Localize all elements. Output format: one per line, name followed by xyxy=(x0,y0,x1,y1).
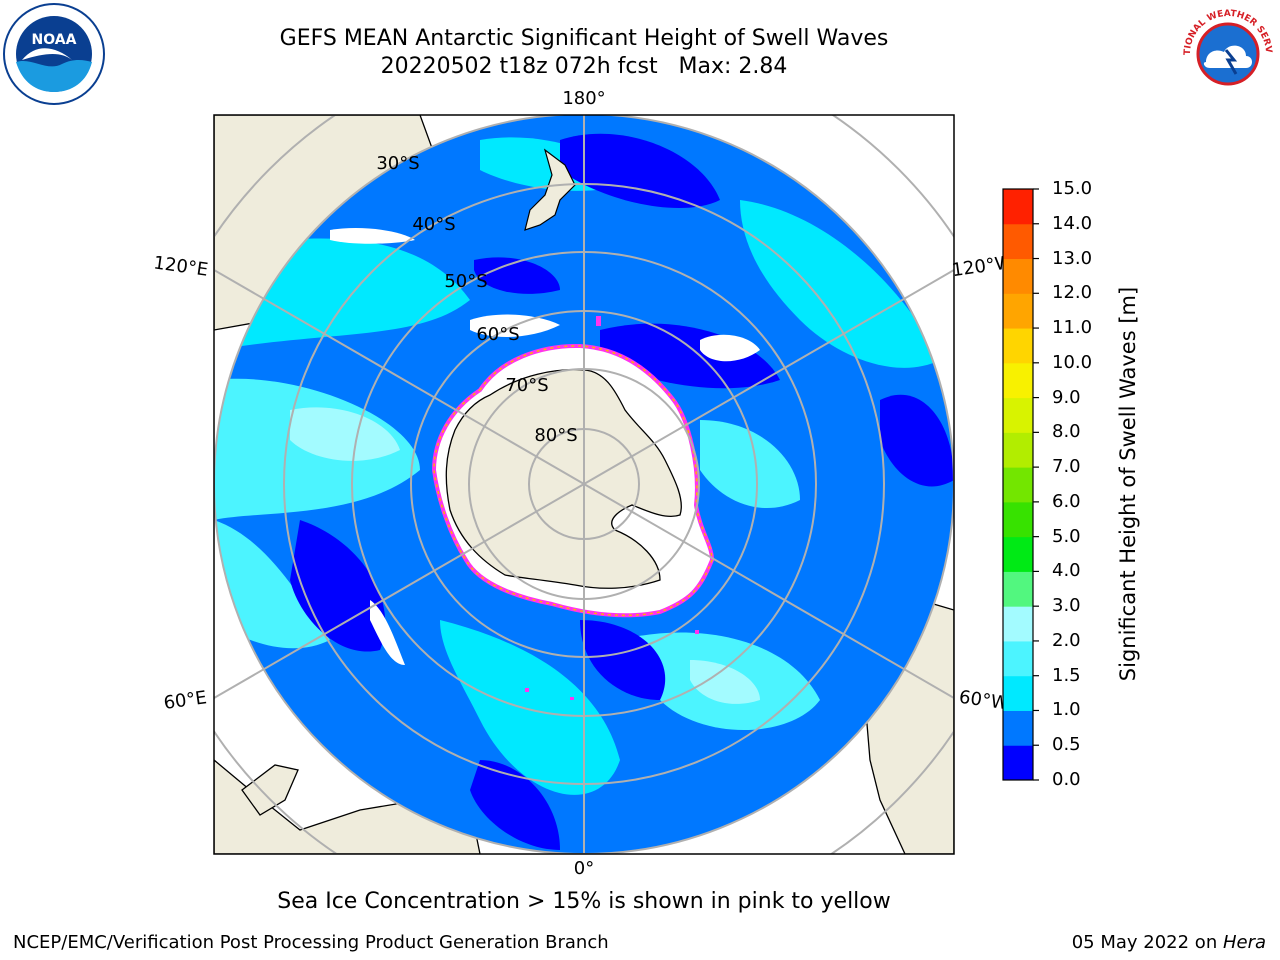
lat-label-30s: 30°S xyxy=(376,153,419,174)
colorbar-tick-label: 7.0 xyxy=(1052,456,1081,478)
lon-label-120e: 120°E xyxy=(152,252,209,280)
land-madagascar xyxy=(241,764,299,816)
colorbar-band xyxy=(1003,501,1033,538)
colorbar-tick-label: 1.0 xyxy=(1052,699,1081,721)
colorbar-band xyxy=(1003,710,1033,746)
colorbar-band xyxy=(1003,362,1033,399)
colorbar-tick-label: 10.0 xyxy=(1052,351,1093,373)
colorbar-tick-label: 12.0 xyxy=(1052,282,1093,304)
colorbar-band xyxy=(1003,189,1033,225)
colorbar-tick-label: 9.0 xyxy=(1052,386,1081,408)
colorbar-tick-label: 14.0 xyxy=(1052,212,1093,234)
colorbar-band xyxy=(1003,397,1033,433)
colorbar-band xyxy=(1003,328,1033,364)
colorbar-tick-label: 3.0 xyxy=(1052,595,1081,617)
svg-text:NOAA: NOAA xyxy=(32,32,77,48)
lat-label-60s: 60°S xyxy=(476,324,519,345)
nws-logo: NATIONAL WEATHER SERVICE xyxy=(1176,2,1278,104)
noaa-logo: NOAA xyxy=(3,3,105,105)
colorbar-band xyxy=(1003,536,1033,572)
credit-line: NCEP/EMC/Verification Post Processing Pr… xyxy=(13,932,609,953)
colorbar-tick-label: 6.0 xyxy=(1052,490,1081,512)
lon-label-0: 0° xyxy=(574,858,594,879)
lat-label-50s: 50°S xyxy=(444,271,487,292)
lat-label-40s: 40°S xyxy=(412,214,455,235)
colorbar xyxy=(1003,188,1039,781)
land-antarctica xyxy=(445,369,682,589)
machine-name: Hera xyxy=(1222,932,1266,953)
lon-label-180: 180° xyxy=(562,88,605,109)
colorbar-band xyxy=(1003,640,1033,677)
colorbar-tick-label: 2.0 xyxy=(1052,629,1081,651)
map-title: GEFS MEAN Antarctic Significant Height o… xyxy=(279,26,889,51)
colorbar-band xyxy=(1003,675,1033,711)
colorbar-tick-label: 1.5 xyxy=(1052,664,1081,686)
colorbar-label: Significant Height of Swell Waves [m] xyxy=(1116,286,1140,682)
colorbar-tick-label: 13.0 xyxy=(1052,247,1093,269)
colorbar-band xyxy=(1003,293,1033,329)
colorbar-band xyxy=(1003,745,1033,781)
lon-label-60w: 60°W xyxy=(958,687,1010,715)
colorbar-tick-label: 5.0 xyxy=(1052,525,1081,547)
date-line: 05 May 2022 on Hera xyxy=(1071,932,1266,953)
colorbar-tick-label: 4.0 xyxy=(1052,560,1081,582)
colorbar-band xyxy=(1003,223,1033,260)
colorbar-band xyxy=(1003,467,1033,503)
colorbar-band xyxy=(1003,571,1033,607)
sea-ice-note: Sea Ice Concentration > 15% is shown in … xyxy=(277,889,891,914)
colorbar-band xyxy=(1003,606,1033,642)
colorbar-tick-label: 0.5 xyxy=(1052,734,1081,756)
lon-label-60e: 60°E xyxy=(162,687,208,714)
graticule xyxy=(214,115,954,854)
colorbar-band xyxy=(1003,258,1033,294)
colorbar-band xyxy=(1003,432,1033,468)
colorbar-tick-label: 8.0 xyxy=(1052,421,1081,443)
land-new-zealand xyxy=(524,148,576,231)
forecast-subtitle: 20220502 t18z 072h fcst Max: 2.84 xyxy=(380,54,788,79)
colorbar-tick-label: 15.0 xyxy=(1052,178,1093,199)
map-frame xyxy=(213,114,955,855)
colorbar-tick-label: 11.0 xyxy=(1052,317,1093,339)
lat-label-80s: 80°S xyxy=(534,425,577,446)
colorbar-frame xyxy=(1002,188,1034,781)
lat-label-70s: 70°S xyxy=(505,375,548,396)
colorbar-tick-label: 0.0 xyxy=(1052,769,1081,790)
